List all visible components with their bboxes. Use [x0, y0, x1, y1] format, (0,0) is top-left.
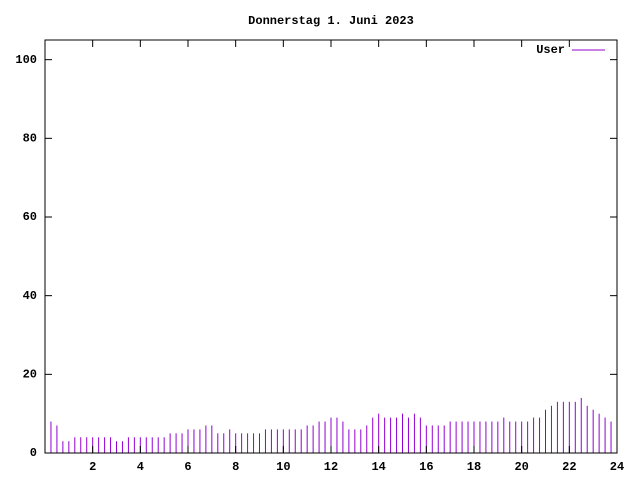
x-tick-label: 8: [232, 460, 239, 474]
plot-border: [44, 39, 618, 454]
chart-title: Donnerstag 1. Juni 2023: [248, 14, 414, 28]
x-tick-label: 18: [467, 460, 481, 474]
x-tick-label: 2: [89, 460, 96, 474]
x-tick-label: 20: [514, 460, 528, 474]
x-tick-label: 6: [184, 460, 191, 474]
x-tick-label: 4: [137, 460, 144, 474]
x-tick-label: 10: [276, 460, 290, 474]
x-tick-label: 12: [324, 460, 338, 474]
legend-label: User: [536, 43, 565, 57]
x-tick-label: 14: [371, 460, 385, 474]
x-tick-label: 22: [562, 460, 576, 474]
x-tick-label: 24: [610, 460, 624, 474]
y-tick-label: 60: [23, 210, 37, 224]
y-tick-label: 100: [15, 53, 37, 67]
y-tick-label: 80: [23, 132, 37, 146]
x-tick-label: 16: [419, 460, 433, 474]
y-tick-label: 0: [30, 446, 37, 460]
y-tick-label: 40: [23, 289, 37, 303]
y-tick-label: 20: [23, 368, 37, 382]
